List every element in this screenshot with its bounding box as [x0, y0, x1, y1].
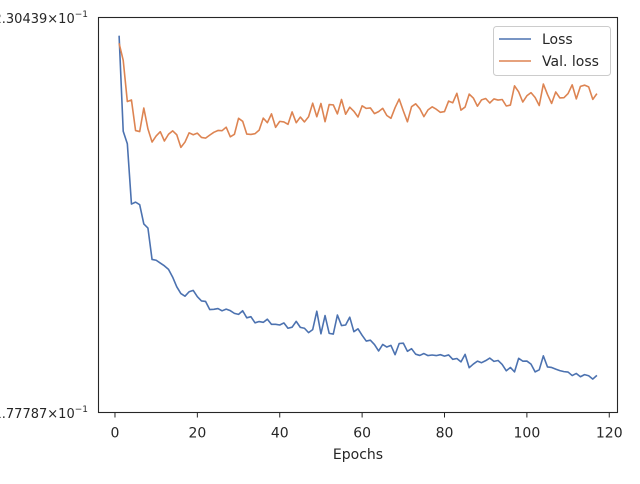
series-layer	[118, 35, 598, 380]
x-axis-ticks: 0 20 40 60 80 100 120	[111, 412, 623, 442]
x-tick-label: 20	[188, 426, 206, 442]
legend-label-val-loss: Val. loss	[542, 54, 599, 70]
legend: Loss Val. loss	[493, 26, 611, 76]
y-tick-label-bottom: 1.77787×10−1	[0, 405, 88, 422]
x-tick-label: 80	[436, 426, 454, 442]
series-line-loss	[118, 35, 598, 380]
x-tick-label: 100	[514, 426, 541, 442]
legend-label-loss: Loss	[542, 32, 573, 48]
x-tick-label: 0	[111, 426, 120, 442]
series-line-val-loss	[118, 43, 598, 149]
y-tick-label-top: 2.30439×10−1	[0, 10, 88, 27]
x-tick-label: 120	[596, 426, 623, 442]
x-tick-label: 60	[353, 426, 371, 442]
x-tick-label: 40	[271, 426, 289, 442]
x-axis-label: Epochs	[333, 447, 383, 463]
plot-frame	[97, 16, 619, 414]
